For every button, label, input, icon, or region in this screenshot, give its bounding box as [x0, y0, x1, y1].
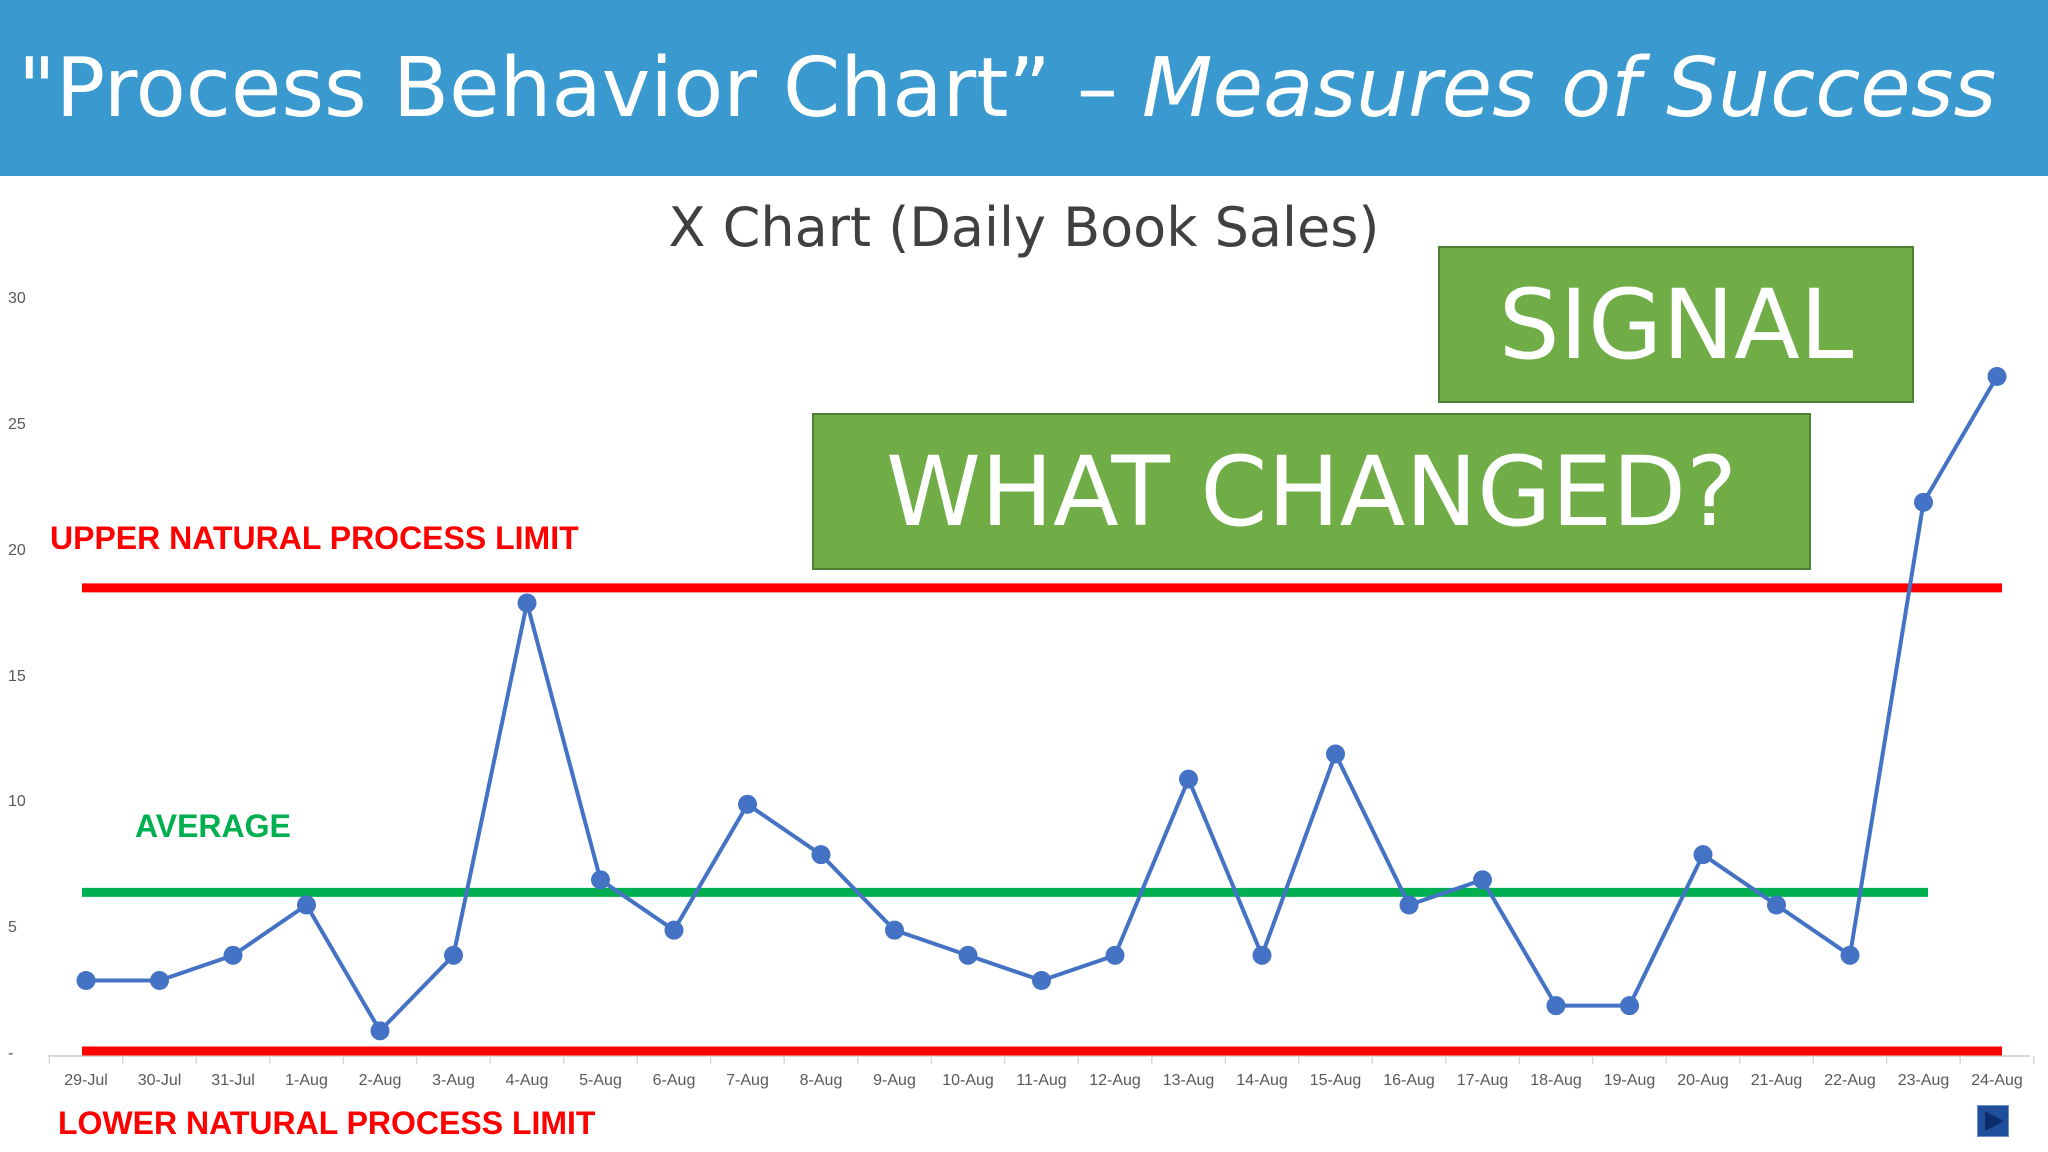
x-tick-label: 20-Aug	[1677, 1072, 1729, 1089]
x-tick-label: 5-Aug	[579, 1072, 622, 1089]
next-slide-button[interactable]	[1977, 1105, 2009, 1137]
chart-title: X Chart (Daily Book Sales)	[668, 196, 1380, 259]
x-tick-label: 29-Jul	[64, 1072, 108, 1089]
data-point	[76, 971, 96, 990]
data-point	[1399, 895, 1419, 915]
x-tick-label: 4-Aug	[505, 1072, 549, 1089]
what-changed-callout: WHAT CHANGED?	[812, 413, 1811, 570]
x-tick-label: 11-Aug	[1016, 1072, 1067, 1089]
data-point	[738, 794, 757, 814]
data-point	[1546, 996, 1566, 1016]
x-tick-label: 16-Aug	[1383, 1072, 1435, 1089]
data-point	[1914, 492, 1933, 512]
data-point	[223, 945, 243, 965]
lower-limit-label: LOWER NATURAL PROCESS LIMIT	[58, 1105, 596, 1141]
y-tick-label: 5	[8, 919, 17, 937]
x-tick-label: 23-Aug	[1897, 1072, 1950, 1089]
y-tick-label: 30	[8, 290, 26, 307]
data-point	[517, 593, 537, 613]
x-tick-label: 21-Aug	[1750, 1072, 1803, 1089]
data-point	[958, 945, 978, 965]
play-icon	[1985, 1111, 2004, 1131]
x-tick-label: 10-Aug	[942, 1072, 994, 1089]
x-tick-label: 24-Aug	[1971, 1072, 2023, 1089]
data-point	[444, 945, 463, 965]
x-tick-label: 30-Jul	[137, 1072, 182, 1089]
data-point	[664, 920, 684, 940]
x-tick-label: 15-Aug	[1309, 1072, 1362, 1089]
data-point	[1326, 744, 1345, 764]
y-tick-label: 15	[8, 667, 26, 685]
slide-header: "Process Behavior Chart” – Measures of S…	[0, 0, 2048, 176]
data-point	[150, 971, 169, 990]
data-point	[1179, 769, 1198, 789]
x-tick-label: 13-Aug	[1162, 1072, 1215, 1089]
x-tick-label: 9-Aug	[873, 1072, 916, 1089]
data-point	[1767, 895, 1786, 915]
x-tick-label: 2-Aug	[358, 1072, 402, 1089]
data-point	[1473, 870, 1492, 890]
x-tick-label: 31-Jul	[211, 1072, 255, 1089]
data-point	[885, 920, 904, 940]
average-label: AVERAGE	[135, 808, 291, 844]
x-tick-label: 3-Aug	[432, 1072, 475, 1089]
x-tick-label: 6-Aug	[652, 1072, 696, 1089]
data-point	[1252, 945, 1272, 965]
data-point	[370, 1021, 390, 1041]
x-tick-label: 12-Aug	[1089, 1072, 1141, 1089]
signal-callout: SIGNAL	[1438, 246, 1914, 403]
data-point	[811, 845, 831, 865]
y-tick-label: 10	[8, 793, 26, 811]
x-tick-label: 22-Aug	[1824, 1072, 1876, 1089]
data-point	[1840, 945, 1860, 965]
upper-limit-label: UPPER NATURAL PROCESS LIMIT	[50, 520, 579, 556]
y-tick-label: 20	[8, 541, 26, 559]
y-tick-label: -	[8, 1045, 14, 1062]
x-tick-label: 18-Aug	[1530, 1072, 1582, 1089]
data-point	[1693, 845, 1713, 865]
slide-title-italic: Measures of Success	[1141, 40, 1997, 136]
data-point	[1032, 971, 1051, 990]
x-tick-label: 14-Aug	[1236, 1072, 1288, 1089]
y-tick-label: 25	[8, 415, 26, 433]
x-tick-label: 7-Aug	[726, 1072, 769, 1089]
x-tick-label: 19-Aug	[1603, 1072, 1656, 1089]
x-tick-label: 1-Aug	[285, 1072, 328, 1089]
data-point	[1620, 996, 1639, 1016]
data-point	[591, 870, 610, 890]
data-point	[1987, 367, 2007, 386]
x-tick-label: 17-Aug	[1456, 1072, 1509, 1089]
slide-title: "Process Behavior Chart” –	[18, 40, 1118, 136]
data-point	[297, 895, 316, 915]
x-tick-label: 8-Aug	[799, 1072, 843, 1089]
data-point	[1105, 945, 1125, 965]
